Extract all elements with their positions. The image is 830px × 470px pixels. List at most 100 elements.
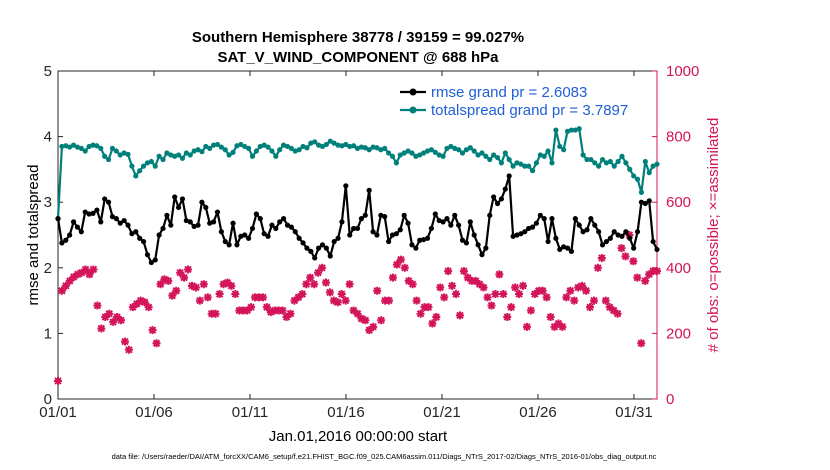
totalspread-point	[393, 160, 399, 166]
totalspread-point	[226, 152, 232, 158]
totalspread-point	[230, 149, 236, 155]
obs-marker	[282, 313, 291, 321]
totalspread-point	[409, 150, 415, 156]
rmse-point	[125, 222, 131, 228]
obs-marker	[432, 313, 441, 321]
obs-marker	[318, 263, 327, 272]
obs-marker	[503, 313, 512, 321]
totalspread-point	[296, 147, 302, 153]
obs-marker	[570, 296, 579, 305]
x-tick-label: 01/16	[327, 404, 365, 421]
rmse-point	[467, 219, 473, 225]
obs-marker	[365, 326, 374, 335]
totalspread-point	[491, 152, 497, 158]
totalspread-point	[471, 148, 477, 154]
obs-marker	[558, 322, 567, 331]
totalspread-point	[506, 156, 512, 163]
rmse-point	[113, 216, 119, 222]
obs-marker	[499, 290, 508, 299]
obs-marker	[215, 290, 224, 299]
totalspread-point	[638, 189, 645, 195]
rmse-point	[557, 246, 563, 253]
rmse-point	[98, 219, 104, 225]
rmse-point	[448, 222, 454, 228]
y-tick-label-right: 600	[666, 194, 691, 211]
rmse-point	[156, 232, 162, 238]
obs-marker	[444, 267, 453, 276]
obs-marker	[436, 283, 445, 292]
rmse-point	[288, 224, 294, 230]
obs-marker	[511, 283, 520, 292]
totalspread-point	[654, 161, 660, 167]
rmse-point	[323, 245, 329, 251]
rmse-point	[370, 229, 376, 235]
totalspread-point	[522, 163, 528, 169]
obs-marker	[298, 290, 307, 299]
obs-marker	[266, 308, 275, 317]
obs-marker	[554, 319, 563, 328]
rmse-point	[366, 187, 372, 193]
totalspread-point	[125, 151, 131, 157]
rmse-point	[611, 229, 617, 235]
obs-marker	[491, 290, 500, 299]
rmse-point	[592, 222, 598, 228]
totalspread-point	[179, 155, 186, 161]
rmse-point	[642, 200, 648, 207]
rmse-point	[393, 231, 399, 237]
y-tick-label-right: 400	[666, 260, 691, 277]
x-tick-label: 01/06	[135, 404, 173, 421]
totalspread-point	[487, 156, 493, 163]
obs-marker	[85, 270, 94, 279]
obs-marker	[65, 276, 74, 285]
totalspread-point	[67, 144, 73, 150]
rmse-point	[568, 248, 575, 254]
rmse-point	[199, 199, 205, 205]
x-tick-label: 01/26	[519, 404, 557, 421]
rmse-point	[354, 225, 361, 232]
totalspread-point	[70, 142, 77, 148]
plot-area: 01/01 01/06 01/11 01/16 01/21 01/26 01/31 0 1 2 3 4…	[39, 63, 699, 421]
rmse-point	[522, 229, 528, 235]
rmse-point	[261, 231, 267, 237]
y-tick-label-left: 0	[44, 391, 52, 408]
rmse-point	[339, 219, 345, 225]
totalspread-point	[160, 156, 166, 163]
totalspread-point	[615, 158, 621, 165]
rmse-point	[599, 242, 606, 248]
totalspread-point	[323, 141, 329, 148]
obs-marker	[199, 280, 208, 289]
rmse-point	[148, 259, 154, 266]
rmse-point	[471, 232, 477, 238]
obs-marker	[440, 293, 449, 302]
rmse-point	[179, 196, 186, 202]
totalspread-point	[327, 138, 333, 144]
totalspread-point	[269, 148, 275, 154]
rmse-point	[129, 231, 135, 237]
rmse-point	[222, 238, 228, 245]
totalspread-point	[479, 150, 485, 156]
totalspread-point	[510, 163, 516, 169]
totalspread-point	[561, 147, 567, 153]
obs-marker	[601, 296, 610, 305]
totalspread-point	[90, 142, 96, 148]
obs-marker	[645, 270, 654, 279]
totalspread-point	[214, 141, 221, 148]
obs-marker	[325, 288, 334, 297]
obs-marker	[424, 303, 433, 312]
obs-marker	[180, 273, 189, 282]
obs-marker	[93, 301, 102, 310]
totalspread-point	[242, 143, 248, 150]
rmse-point	[335, 235, 341, 241]
totalspread-point	[529, 168, 536, 174]
data-file-footnote: data file: /Users/raeder/DAI/ATM_forcXX/…	[112, 452, 657, 461]
obs-marker	[57, 286, 66, 295]
obs-marker	[637, 339, 646, 348]
obs-marker	[459, 267, 468, 276]
obs-marker	[396, 255, 405, 264]
obs-marker	[400, 263, 409, 272]
obs-marker	[455, 311, 464, 320]
rmse-point	[316, 245, 322, 251]
rmse-point	[452, 212, 458, 218]
obs-marker	[605, 303, 614, 312]
totalspread-point	[358, 144, 364, 150]
